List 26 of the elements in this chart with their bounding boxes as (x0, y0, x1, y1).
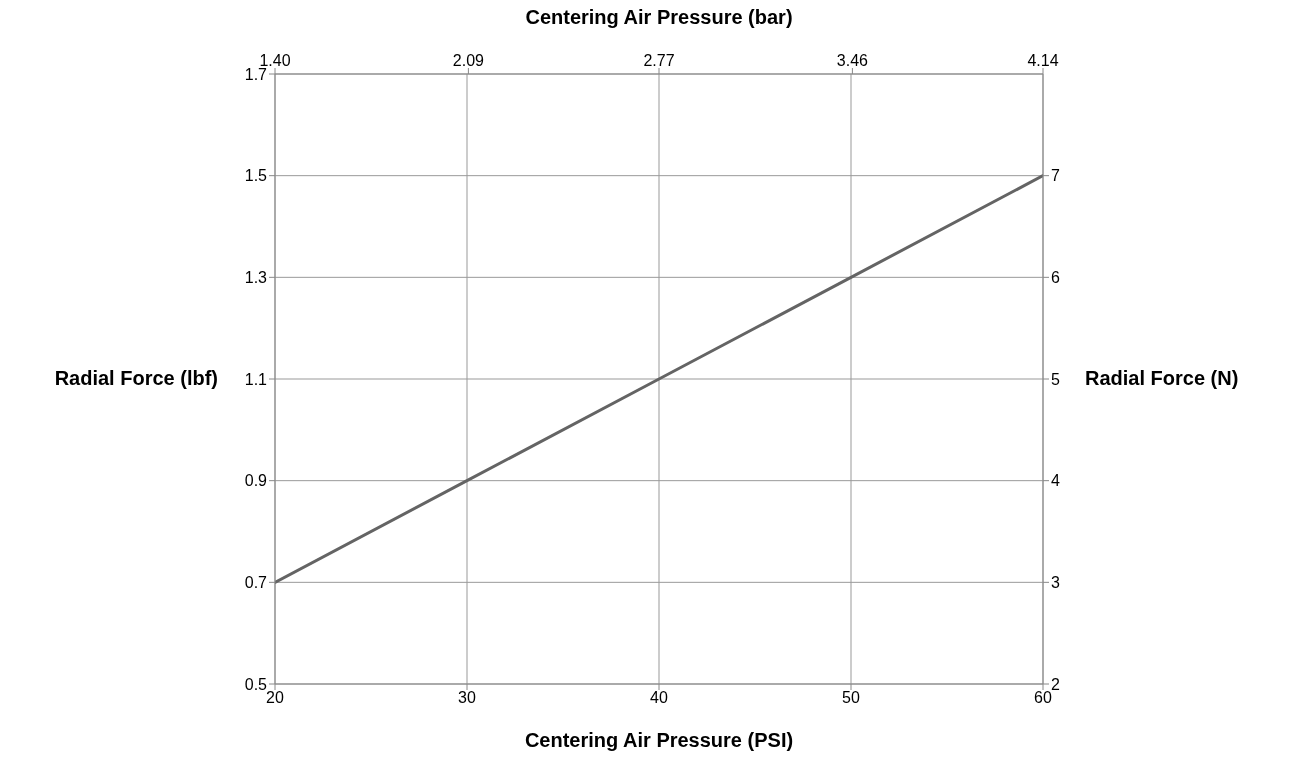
y2-tick-label: 4 (1051, 472, 1060, 490)
y-tick-label: 1.5 (244, 167, 268, 185)
x-tick-label: 30 (458, 689, 476, 707)
y2-tick-label: 3 (1051, 574, 1060, 592)
x-tick-label: 20 (266, 689, 284, 707)
y2-tick-label: 2 (1051, 675, 1060, 693)
line-series (275, 174, 1043, 584)
y2-tick-label: 5 (1051, 370, 1060, 388)
y-tick-label: 1.3 (244, 269, 268, 287)
y-tick-label: 0.9 (244, 472, 268, 490)
y2-axis-title: Radial Force (N) (1085, 367, 1239, 390)
x2-tick-label: 2.09 (452, 52, 485, 69)
x-tick-label: 60 (1034, 689, 1052, 707)
y-tick-label: 0.5 (244, 675, 268, 693)
x-tick-label: 50 (842, 689, 860, 707)
x2-tick-label: 3.46 (836, 52, 869, 69)
x2-tick-label: 2.77 (643, 52, 675, 69)
x-axis-title: Centering Air Pressure (PSI) (524, 729, 794, 752)
y2-tick-label: 7 (1051, 167, 1060, 185)
y2-tick-label: 6 (1051, 269, 1060, 287)
y-axis-title: Radial Force (lbf) (54, 367, 218, 390)
y-tick-label: 0.7 (244, 574, 268, 592)
x2-tick-label: 4.14 (1027, 52, 1059, 69)
x2-axis-title: Centering Air Pressure (bar) (525, 6, 793, 29)
y-tick-label: 1.1 (244, 370, 268, 388)
x-tick-label: 40 (650, 689, 668, 707)
